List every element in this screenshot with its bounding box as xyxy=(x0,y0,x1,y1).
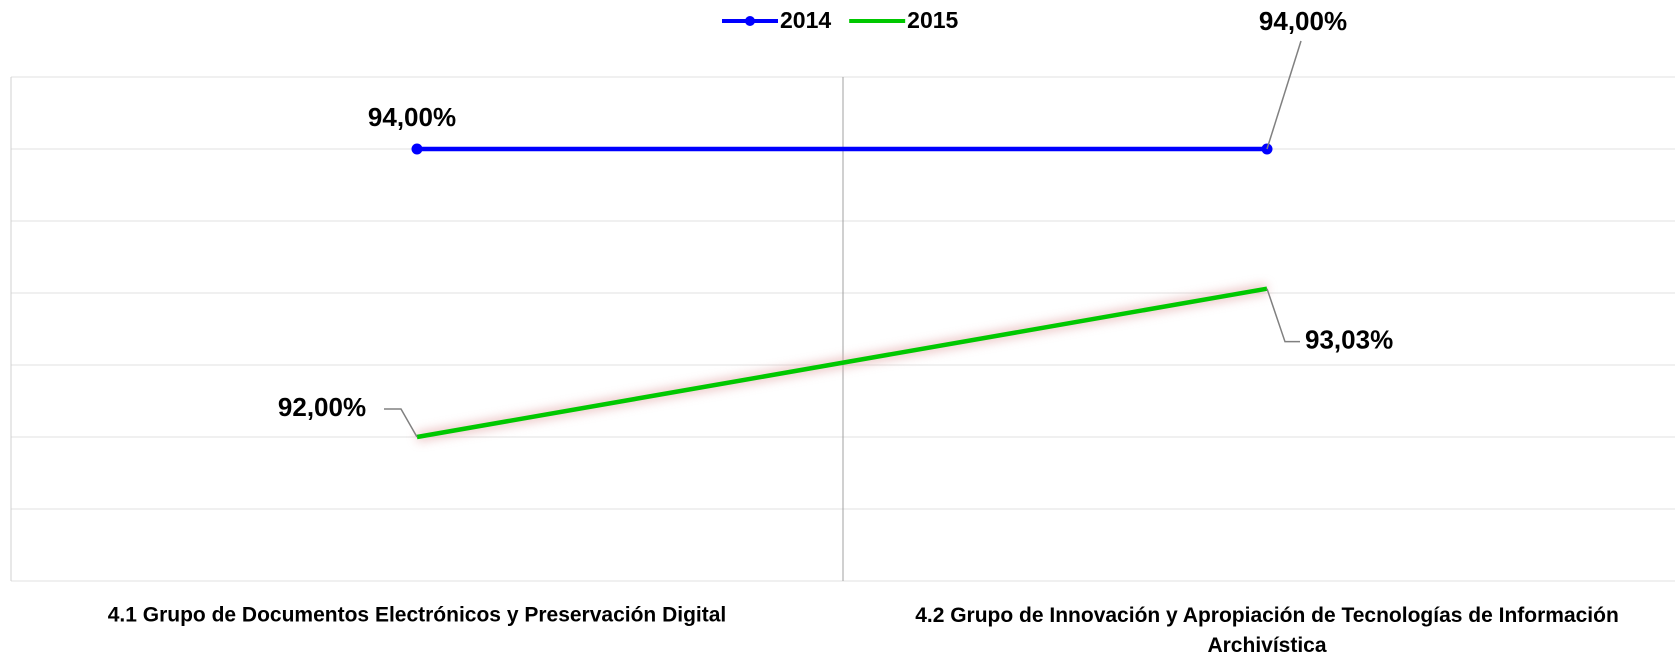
series-line xyxy=(416,286,1268,440)
x-tick-label: 4.1 Grupo de Documentos Electrónicos y P… xyxy=(108,604,727,627)
legend-marker xyxy=(745,16,755,26)
data-point xyxy=(411,143,423,155)
x-tick-label: 4.2 Grupo de Innovación y Apropiación de… xyxy=(915,604,1619,657)
x-tick-label-line: Archivística xyxy=(1207,634,1326,657)
leader-line xyxy=(384,408,418,438)
legend: 2014 2015 xyxy=(722,7,959,33)
data-label: 94,00% xyxy=(368,102,456,132)
legend-label: 2015 xyxy=(907,7,958,33)
leader-line xyxy=(1266,288,1300,343)
data-label: 93,03% xyxy=(1305,325,1393,355)
data-label: 92,00% xyxy=(278,392,366,422)
leader-line xyxy=(1266,40,1302,150)
data-label: 94,00% xyxy=(1259,6,1347,36)
x-tick-label-line: 4.2 Grupo de Innovación y Apropiación de… xyxy=(915,604,1619,627)
legend-label: 2014 xyxy=(780,7,831,33)
